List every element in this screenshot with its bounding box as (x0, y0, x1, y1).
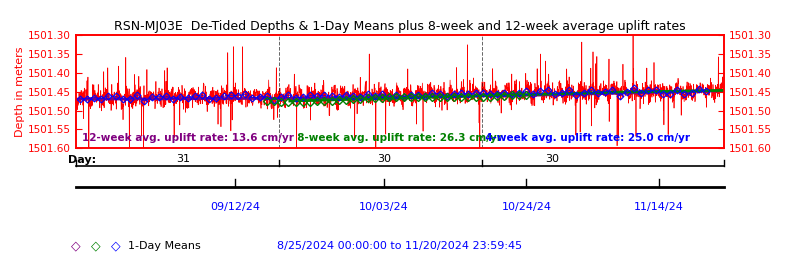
Y-axis label: Depth in meters: Depth in meters (15, 46, 26, 137)
Text: 10/03/24: 10/03/24 (359, 202, 409, 212)
Text: 11/14/24: 11/14/24 (634, 202, 684, 212)
Text: ◇: ◇ (71, 239, 81, 252)
Text: 30: 30 (377, 154, 391, 164)
Text: Day:: Day: (68, 155, 96, 165)
Text: 10/24/24: 10/24/24 (502, 202, 551, 212)
Text: 1-Day Means: 1-Day Means (128, 241, 201, 251)
Text: ◇: ◇ (91, 239, 101, 252)
Title: RSN-MJ03E  De-Tided Depths & 1-Day Means plus 8-week and 12-week average uplift : RSN-MJ03E De-Tided Depths & 1-Day Means … (114, 20, 686, 33)
Text: 09/12/24: 09/12/24 (210, 202, 260, 212)
Text: 4-week avg. uplift rate: 25.0 cm/yr: 4-week avg. uplift rate: 25.0 cm/yr (478, 133, 690, 143)
Text: 30: 30 (546, 154, 559, 164)
Text: 8-week avg. uplift rate: 26.3 cm/yr: 8-week avg. uplift rate: 26.3 cm/yr (290, 133, 502, 143)
Text: ◇: ◇ (111, 239, 121, 252)
Text: 31: 31 (176, 154, 190, 164)
Text: 12-week avg. uplift rate: 13.6 cm/yr: 12-week avg. uplift rate: 13.6 cm/yr (82, 133, 294, 143)
Text: 8/25/2024 00:00:00 to 11/20/2024 23:59:45: 8/25/2024 00:00:00 to 11/20/2024 23:59:4… (278, 241, 522, 251)
